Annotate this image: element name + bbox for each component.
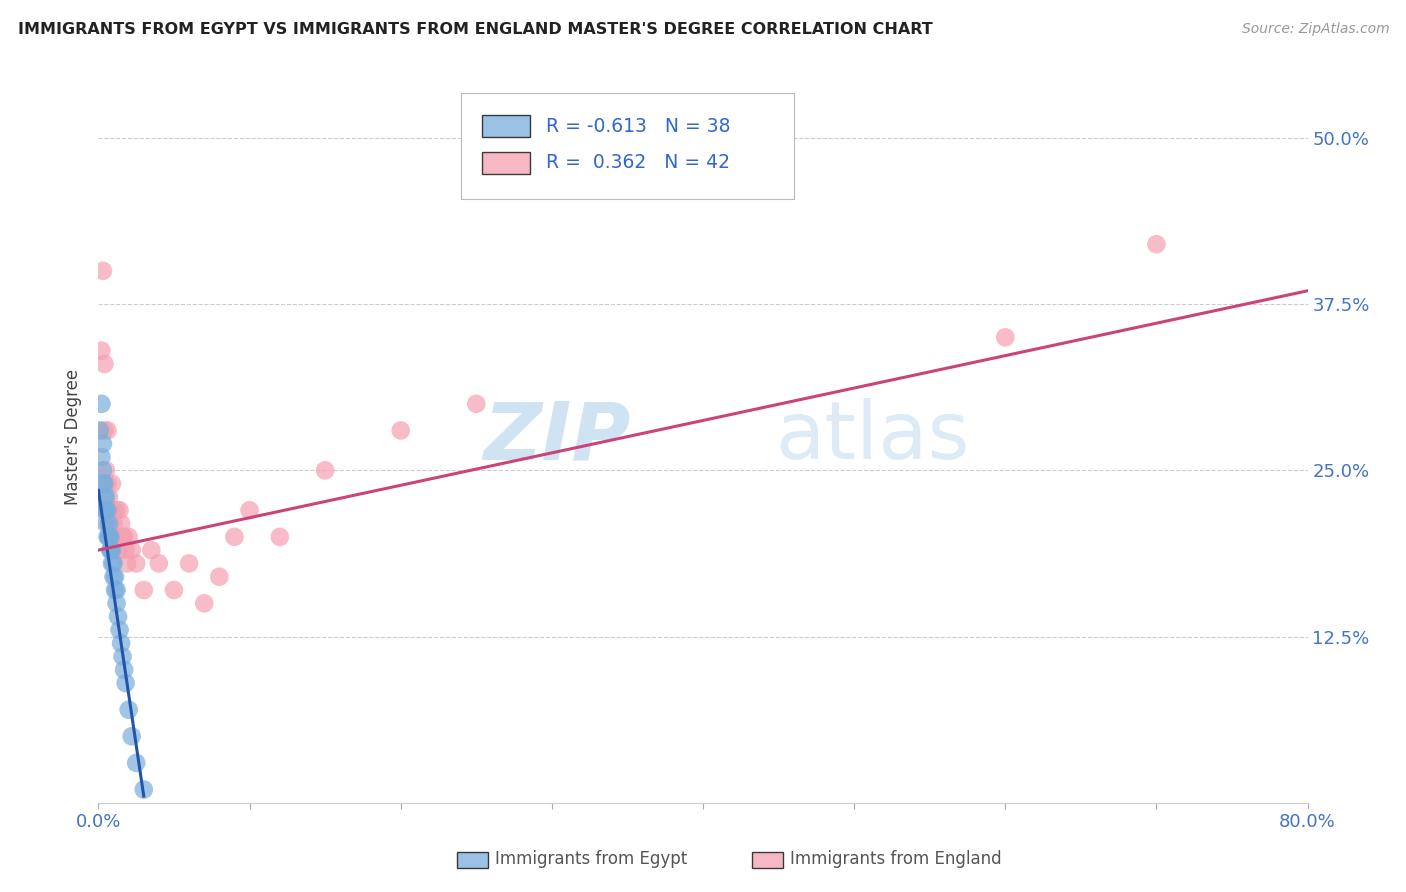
Point <box>98 490 121 504</box>
Point <box>108 623 131 637</box>
Point <box>118 703 141 717</box>
Point <box>110 516 132 531</box>
Point <box>107 543 129 558</box>
Point <box>148 557 170 571</box>
Point <box>94 516 117 531</box>
Point <box>994 330 1017 344</box>
Point <box>110 636 132 650</box>
Point <box>98 516 121 531</box>
Point <box>121 729 143 743</box>
Text: ZIP: ZIP <box>484 398 630 476</box>
Point <box>101 476 124 491</box>
Point <box>208 570 231 584</box>
Point <box>101 543 124 558</box>
Point <box>465 397 488 411</box>
Point <box>269 530 291 544</box>
Point <box>91 476 114 491</box>
Point <box>90 343 112 358</box>
Point <box>224 530 246 544</box>
FancyBboxPatch shape <box>461 94 793 200</box>
Text: Immigrants from England: Immigrants from England <box>790 850 1002 868</box>
Point <box>96 476 118 491</box>
Point <box>90 397 112 411</box>
Point <box>107 609 129 624</box>
Point <box>114 543 136 558</box>
Point <box>100 530 122 544</box>
Point <box>163 582 186 597</box>
Point <box>193 596 215 610</box>
Point <box>132 782 155 797</box>
Point <box>104 582 127 597</box>
Point <box>93 490 115 504</box>
Point <box>103 503 125 517</box>
Point <box>104 530 127 544</box>
Point <box>93 424 115 438</box>
Point <box>93 503 115 517</box>
Point <box>111 649 134 664</box>
Point <box>114 676 136 690</box>
Point <box>103 570 125 584</box>
Point <box>98 530 121 544</box>
Point <box>91 463 114 477</box>
Point <box>115 557 138 571</box>
Point <box>141 543 163 558</box>
Point <box>389 424 412 438</box>
Point <box>100 543 122 558</box>
Point <box>90 450 112 464</box>
Point <box>103 516 125 531</box>
Point <box>132 582 155 597</box>
Text: IMMIGRANTS FROM EGYPT VS IMMIGRANTS FROM ENGLAND MASTER'S DEGREE CORRELATION CHA: IMMIGRANTS FROM EGYPT VS IMMIGRANTS FROM… <box>18 22 934 37</box>
Y-axis label: Master's Degree: Master's Degree <box>65 369 83 505</box>
Point <box>105 503 128 517</box>
FancyBboxPatch shape <box>482 115 530 137</box>
Point <box>112 530 135 544</box>
Point <box>118 530 141 544</box>
Point <box>94 490 117 504</box>
Point <box>100 503 122 517</box>
Point <box>105 596 128 610</box>
Point <box>314 463 336 477</box>
Text: R =  0.362   N = 42: R = 0.362 N = 42 <box>546 153 730 172</box>
Point <box>98 516 121 531</box>
Point <box>125 756 148 770</box>
Text: atlas: atlas <box>776 398 970 476</box>
Point <box>93 357 115 371</box>
Point <box>96 530 118 544</box>
FancyBboxPatch shape <box>482 152 530 174</box>
Point <box>112 663 135 677</box>
Point <box>1144 237 1167 252</box>
Point <box>96 424 118 438</box>
Point <box>89 424 111 438</box>
Text: R = -0.613   N = 38: R = -0.613 N = 38 <box>546 117 730 136</box>
Point <box>239 503 262 517</box>
Point <box>91 264 114 278</box>
Point <box>100 543 122 558</box>
Point <box>93 476 115 491</box>
Point <box>121 543 143 558</box>
Point <box>125 557 148 571</box>
Point <box>98 530 121 544</box>
Point <box>108 503 131 517</box>
Point <box>104 570 127 584</box>
Point <box>94 503 117 517</box>
Point <box>94 463 117 477</box>
Point <box>179 557 201 571</box>
Point <box>94 503 117 517</box>
Point <box>103 557 125 571</box>
Point <box>101 557 124 571</box>
Point <box>111 530 134 544</box>
Point <box>96 503 118 517</box>
Point <box>91 436 114 450</box>
Text: Source: ZipAtlas.com: Source: ZipAtlas.com <box>1241 22 1389 37</box>
Point <box>100 530 122 544</box>
Text: Immigrants from Egypt: Immigrants from Egypt <box>495 850 688 868</box>
Point <box>105 582 128 597</box>
